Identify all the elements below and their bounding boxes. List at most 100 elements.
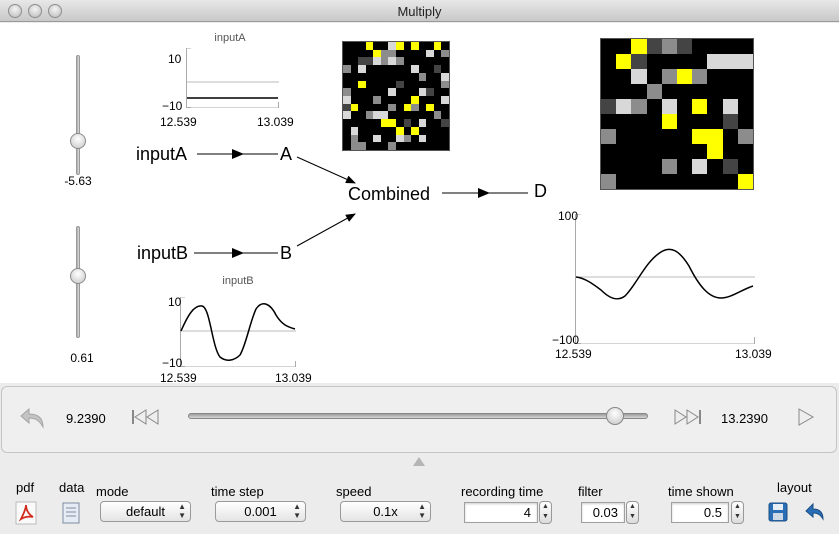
node-B[interactable]: B: [280, 243, 293, 263]
pdf-export-icon[interactable]: [15, 501, 37, 525]
slider-knob-a[interactable]: [70, 133, 86, 149]
heatmap-cell: [350, 126, 359, 135]
undo-arrow-icon[interactable]: [19, 405, 47, 431]
heatmap-cell: [350, 42, 359, 50]
node-inputA[interactable]: inputA: [136, 144, 188, 164]
node-inputB[interactable]: inputB: [137, 243, 189, 263]
heatmap-cell: [411, 57, 419, 66]
heatmap-cell: [601, 54, 617, 69]
heatmap-cell: [433, 119, 442, 127]
recording-time-input[interactable]: 4: [464, 502, 538, 523]
heatmap-cell: [426, 126, 434, 135]
heatmap-cell: [737, 99, 753, 114]
time-shown-label: time shown: [668, 484, 734, 499]
heatmap-cell: [616, 69, 632, 84]
heatmap-cell: [343, 103, 351, 112]
heatmap-cell: [358, 80, 366, 89]
heatmap-cell: [692, 84, 708, 99]
heatmap-cell: [433, 49, 442, 58]
slider-knob-b[interactable]: [70, 268, 86, 284]
heatmap-cell: [426, 119, 434, 127]
heatmap-cell: [646, 99, 662, 114]
mode-value: default: [125, 504, 166, 519]
heatmap-cell: [722, 114, 738, 129]
heatmap-cell: [722, 84, 738, 99]
node-A[interactable]: A: [280, 144, 293, 164]
heatmap-cell: [411, 88, 419, 96]
heatmap-cell: [343, 88, 351, 96]
heatmap-cell: [365, 103, 374, 112]
heatmap-cell: [692, 144, 708, 159]
heatmap-cell: [661, 99, 677, 114]
heatmap-cell: [441, 126, 449, 135]
heatmap-cell: [411, 103, 419, 112]
popup-arrows-icon: ▲ ▼: [418, 502, 426, 520]
heatmap-cell: [365, 134, 374, 143]
heatmap-cell: [418, 42, 427, 50]
time-shown-input[interactable]: 0.5: [671, 502, 729, 523]
popup-arrows-icon: ▲ ▼: [178, 502, 186, 520]
heatmap-cell: [365, 88, 374, 96]
plot-inputB: [180, 297, 296, 367]
skip-back-icon[interactable]: [130, 408, 160, 426]
heatmap-cell: [676, 159, 693, 174]
save-layout-icon[interactable]: [768, 502, 788, 522]
heatmap-cell: [426, 42, 434, 50]
heatmap-cell: [601, 174, 617, 189]
time-shown-stepper[interactable]: ▲ ▼: [731, 501, 744, 524]
zoom-window-icon[interactable]: [48, 4, 62, 18]
heatmap-cell: [365, 111, 374, 120]
heatmap-cell: [426, 88, 434, 96]
minimize-window-icon[interactable]: [28, 4, 42, 18]
heatmap-cell: [350, 96, 359, 104]
revert-layout-icon[interactable]: [804, 502, 826, 522]
heatmap-cell: [343, 42, 351, 50]
node-combined[interactable]: Combined: [348, 184, 431, 204]
filter-stepper[interactable]: ▲ ▼: [626, 501, 639, 524]
heatmap-cell: [396, 111, 404, 120]
heatmap-cell: [646, 159, 662, 174]
heatmap-cell: [411, 134, 419, 143]
heatmap-cell: [343, 126, 351, 135]
heatmap-cell: [403, 126, 412, 135]
heatmap-cell: [441, 134, 449, 143]
heatmap-cell: [441, 142, 449, 150]
heatmap-cell: [403, 103, 412, 112]
time-slider-knob[interactable]: [605, 407, 624, 425]
heatmap-cell: [631, 129, 647, 144]
play-icon[interactable]: [797, 407, 815, 427]
inputB-xmin: 12.539: [160, 371, 197, 385]
mode-select[interactable]: default ▲ ▼: [100, 501, 191, 522]
heatmap-cell: [365, 49, 374, 58]
heatmap-cell: [358, 65, 366, 73]
skip-forward-icon[interactable]: [673, 408, 703, 426]
heatmap-cell: [343, 72, 351, 81]
heatmap-cell: [343, 49, 351, 58]
heatmap-cell: [616, 174, 632, 189]
heatmap-cell: [737, 129, 753, 144]
plot-title-inputA: inputA: [214, 32, 246, 44]
recording-time-stepper[interactable]: ▲ ▼: [539, 501, 552, 524]
time-step-select[interactable]: 0.001 ▲ ▼: [215, 501, 306, 522]
node-D[interactable]: D: [534, 181, 547, 201]
mode-label: mode: [96, 484, 129, 499]
heatmap-cell: [396, 42, 404, 50]
heatmap-combined: [342, 41, 450, 151]
speed-select[interactable]: 0.1x ▲ ▼: [340, 501, 431, 522]
heatmap-cell: [350, 119, 359, 127]
collapse-toggle-icon[interactable]: [413, 457, 425, 466]
close-window-icon[interactable]: [8, 4, 22, 18]
heatmap-cell: [388, 88, 396, 96]
heatmap-cell: [616, 54, 632, 69]
heatmap-cell: [707, 69, 723, 84]
data-export-icon[interactable]: [61, 502, 81, 524]
plot-title-inputB: inputB: [222, 275, 254, 287]
filter-input[interactable]: 0.03: [581, 502, 625, 523]
slider-track-a[interactable]: [76, 55, 80, 175]
heatmap-cell: [616, 84, 632, 99]
heatmap-cell: [433, 103, 442, 112]
heatmap-cell: [433, 134, 442, 143]
heatmap-cell: [433, 126, 442, 135]
heatmap-cell: [426, 111, 434, 120]
time-slider-track[interactable]: [188, 413, 648, 419]
